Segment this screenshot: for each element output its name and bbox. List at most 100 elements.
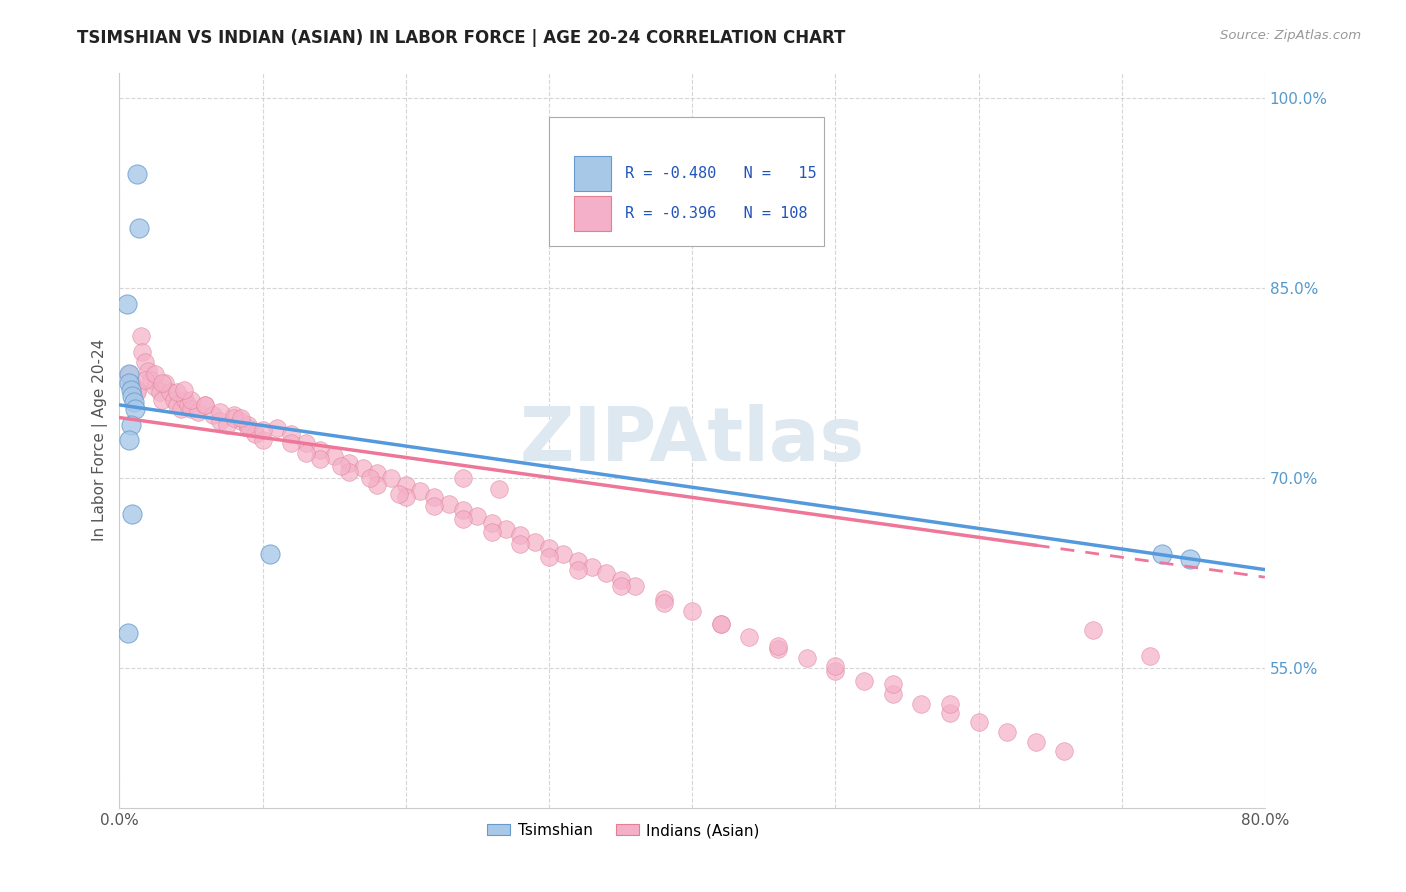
Point [537, 549, 560, 564]
Point [766, 639, 789, 653]
Point [121, 507, 143, 521]
Point [208, 405, 231, 419]
Point [215, 418, 238, 433]
Point [553, 548, 575, 562]
Point [609, 573, 631, 587]
Point [437, 497, 460, 511]
Point [1150, 548, 1173, 562]
Point [1053, 744, 1076, 758]
Point [824, 658, 846, 673]
FancyBboxPatch shape [548, 117, 824, 245]
Point [710, 617, 733, 632]
Point [939, 706, 962, 720]
Point [117, 626, 139, 640]
Point [409, 483, 432, 498]
Text: ZIPAtlas: ZIPAtlas [520, 404, 865, 477]
Point [143, 380, 166, 394]
Point [380, 471, 402, 485]
Point [595, 566, 617, 581]
Point [939, 697, 962, 711]
Point [395, 477, 418, 491]
Point [495, 522, 517, 536]
Point [967, 714, 990, 729]
Point [120, 418, 142, 433]
Point [330, 458, 353, 473]
Point [488, 482, 510, 496]
Point [194, 398, 217, 412]
Legend: Tsimshian, Indians (Asian): Tsimshian, Indians (Asian) [481, 817, 766, 844]
Point [222, 408, 245, 422]
Point [796, 651, 818, 665]
Point [882, 676, 904, 690]
Point [121, 376, 143, 391]
Bar [574, 156, 610, 191]
Point [652, 595, 675, 609]
Point [1081, 624, 1104, 638]
Point [388, 486, 411, 500]
Text: TSIMSHIAN VS INDIAN (ASIAN) IN LABOR FORCE | AGE 20-24 CORRELATION CHART: TSIMSHIAN VS INDIAN (ASIAN) IN LABOR FOR… [77, 29, 845, 46]
Point [451, 471, 474, 485]
Point [131, 344, 153, 359]
Point [231, 414, 253, 428]
Text: R = -0.480   N =   15: R = -0.480 N = 15 [624, 166, 817, 181]
Point [366, 477, 388, 491]
Point [309, 452, 332, 467]
Point [581, 560, 603, 574]
Point [995, 724, 1018, 739]
Point [766, 642, 789, 657]
Text: Source: ZipAtlas.com: Source: ZipAtlas.com [1220, 29, 1361, 42]
Point [280, 427, 302, 442]
Point [294, 436, 316, 450]
Point [824, 664, 846, 678]
Point [238, 420, 260, 434]
Point [118, 368, 141, 382]
Point [122, 395, 145, 409]
Point [423, 500, 446, 514]
Point [177, 398, 200, 412]
Point [523, 534, 546, 549]
Point [143, 368, 166, 382]
Point [481, 516, 503, 530]
Point [567, 563, 589, 577]
Point [163, 392, 186, 407]
Point [166, 385, 188, 400]
Point [451, 503, 474, 517]
Point [910, 697, 932, 711]
Point [125, 167, 148, 181]
Point [125, 383, 148, 397]
Point [187, 405, 209, 419]
Point [451, 512, 474, 526]
Point [134, 373, 156, 387]
Point [155, 376, 177, 391]
Point [120, 376, 142, 391]
Point [309, 443, 332, 458]
Point [1025, 735, 1047, 749]
Point [323, 449, 346, 463]
Point [280, 436, 302, 450]
Point [174, 392, 197, 407]
Point [120, 383, 142, 397]
Point [129, 329, 152, 343]
Point [222, 410, 245, 425]
Point [245, 427, 267, 442]
Point [180, 401, 202, 416]
Point [159, 385, 181, 400]
Point [509, 537, 531, 551]
Point [1180, 552, 1202, 566]
Y-axis label: In Labor Force | Age 20-24: In Labor Force | Age 20-24 [93, 339, 108, 541]
Point [136, 364, 159, 378]
Point [681, 604, 703, 618]
Point [118, 376, 141, 391]
Point [252, 423, 274, 437]
Point [509, 528, 531, 542]
Point [166, 398, 188, 412]
Point [118, 434, 141, 448]
Point [173, 383, 195, 397]
Point [366, 467, 388, 481]
Point [231, 410, 253, 425]
Point [252, 434, 274, 448]
Point [170, 401, 193, 416]
Point [738, 630, 761, 644]
Point [882, 687, 904, 701]
Point [125, 385, 148, 400]
